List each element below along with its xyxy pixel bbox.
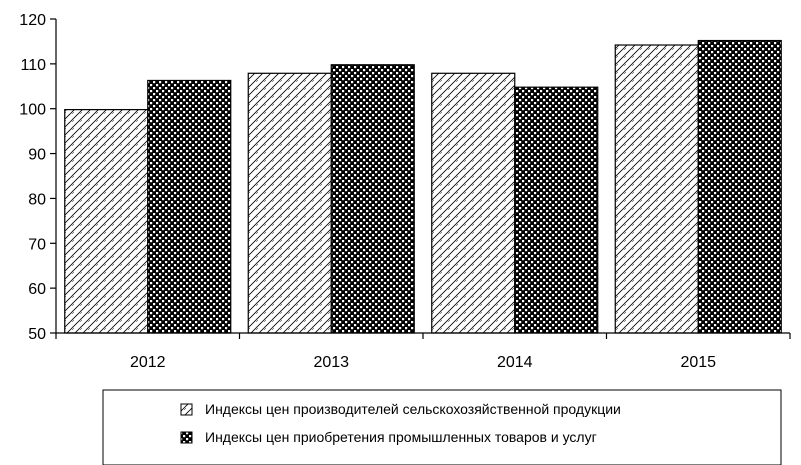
plot-area: 50 60 70 80 90 100 110 120 2012 2013 2014 2015 (19, 12, 791, 371)
y-tick-label: 70 (28, 236, 46, 253)
legend-swatch-series-2 (180, 431, 193, 444)
bar-series-1-2013 (247, 72, 332, 334)
x-tick-label: 2015 (680, 354, 716, 371)
bar-series-1-2014 (431, 72, 516, 334)
bar-series-2-2013 (330, 64, 415, 334)
legend-label-series-2: Индексы цен приобретения промышленных то… (205, 429, 597, 445)
bar-series-2-2012 (147, 79, 232, 334)
bar-series-1-2015 (614, 44, 699, 334)
y-tick-label: 80 (28, 191, 46, 208)
bar-series-2-2015 (697, 39, 782, 334)
y-tick-label: 50 (28, 326, 46, 343)
y-tick-label: 110 (20, 57, 46, 74)
y-tick-label: 60 (28, 281, 46, 298)
bar-series-2-2014 (514, 86, 599, 334)
legend-label-series-1: Индексы цен производителей сельскохозяйс… (205, 401, 621, 417)
x-tick-label: 2012 (130, 354, 166, 371)
x-tick-label: 2014 (497, 354, 533, 371)
y-tick-label: 90 (28, 147, 46, 164)
bar-series-1-2012 (64, 109, 149, 334)
x-axis-ticks: 2012 2013 2014 2015 (55, 333, 791, 371)
y-tick-label: 100 (19, 102, 46, 119)
legend: Индексы цен производителей сельскохозяйс… (102, 389, 782, 465)
y-axis-ticks: 50 60 70 80 90 100 110 120 (19, 12, 56, 343)
x-tick-label: 2013 (313, 354, 349, 371)
legend-swatch-series-1 (180, 403, 193, 416)
bars (64, 39, 782, 334)
y-tick-label: 120 (19, 12, 46, 29)
legend-box (102, 389, 782, 465)
